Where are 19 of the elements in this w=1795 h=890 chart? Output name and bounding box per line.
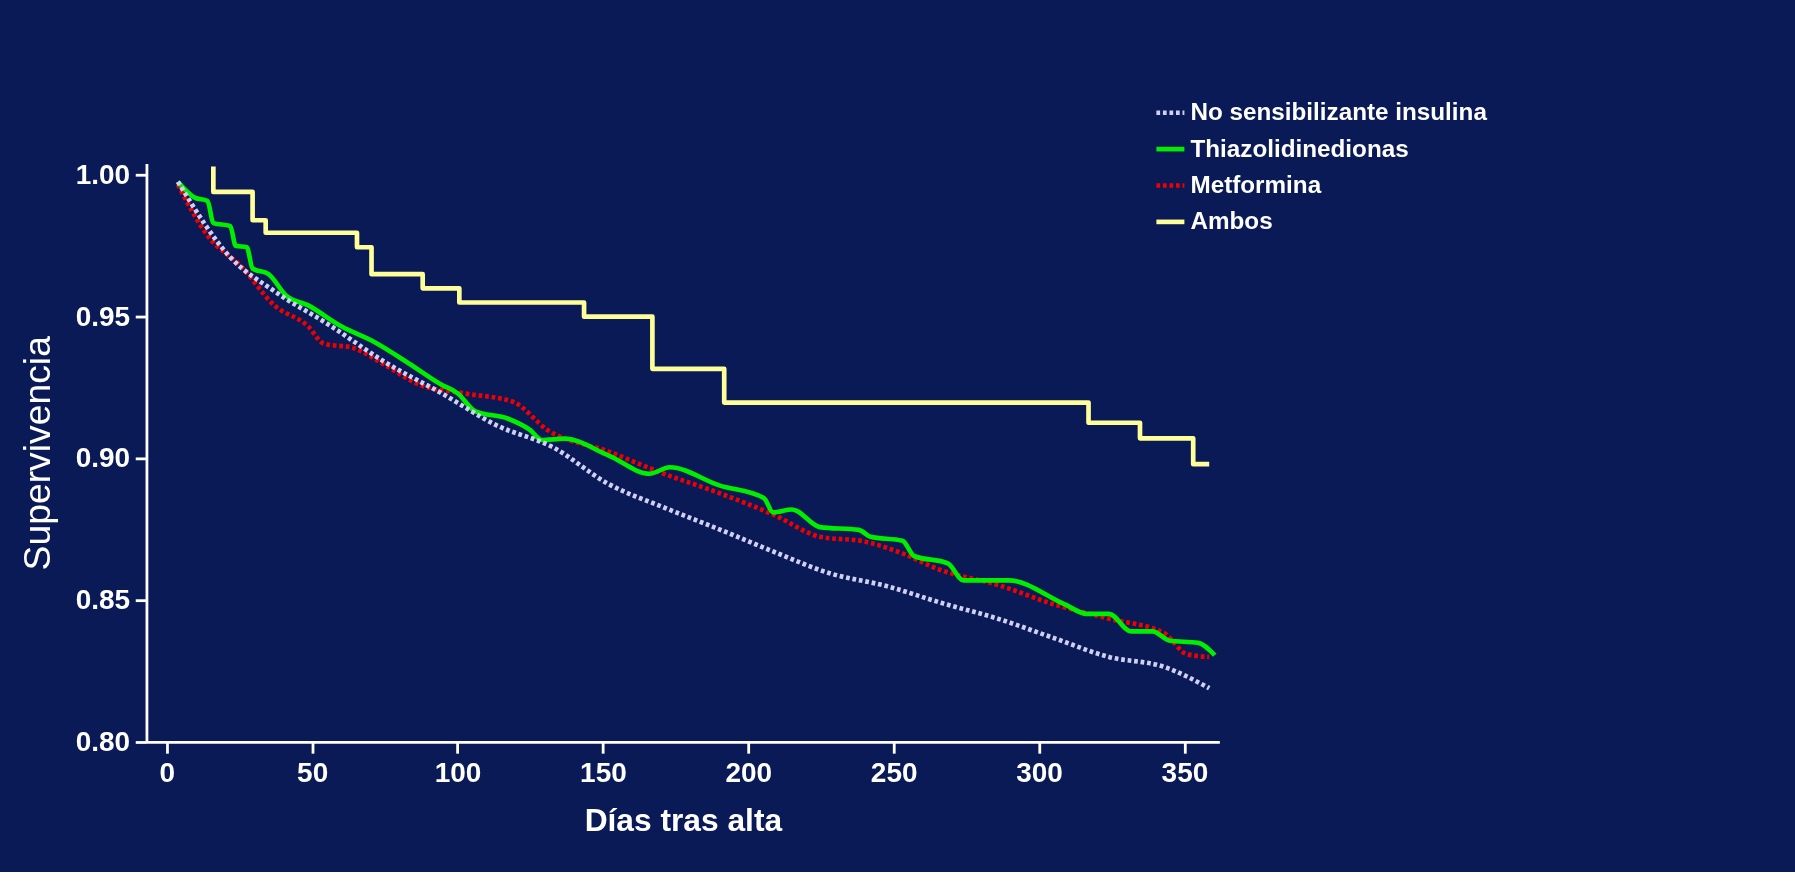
y-tick-label: 0.90: [75, 442, 131, 474]
x-tick-label: 150: [580, 756, 627, 788]
x-tick-label: 250: [870, 756, 918, 788]
legend-label: Metformina: [1190, 170, 1322, 198]
x-tick-label: 50: [297, 756, 329, 788]
x-tick-label: 300: [1016, 756, 1063, 788]
x-tick-label: 350: [1161, 756, 1209, 788]
x-tick-label: 0: [159, 756, 176, 788]
y-tick-label: 0.80: [75, 725, 131, 757]
y-tick-label: 0.95: [75, 300, 131, 332]
y-axis-title: Supervivencia: [15, 335, 58, 571]
legend-label: Thiazolidinedionas: [1190, 134, 1409, 162]
legend-label: Ambos: [1190, 207, 1273, 235]
x-tick-label: 200: [725, 756, 773, 788]
x-axis-title: Días tras alta: [584, 802, 783, 839]
legend-label: No sensibilizante insulina: [1190, 98, 1488, 126]
y-tick-label: 0.85: [75, 584, 131, 616]
x-tick-label: 100: [434, 756, 482, 788]
y-tick-label: 1.00: [75, 158, 131, 190]
